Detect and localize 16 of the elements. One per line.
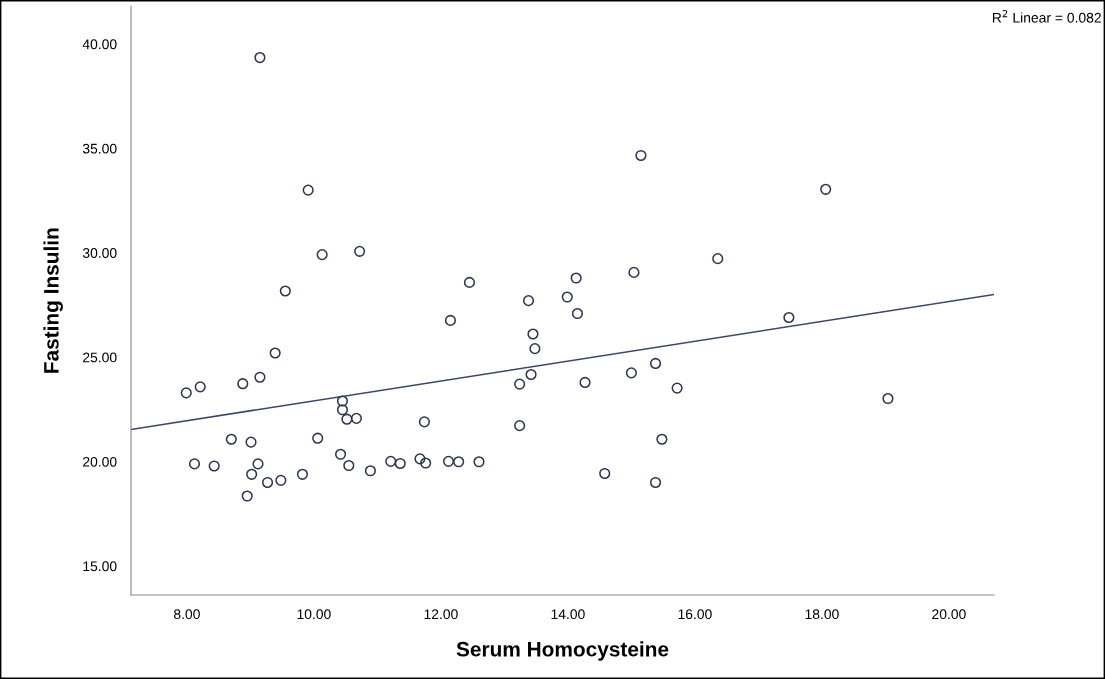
x-tick-label: 16.00: [678, 609, 712, 620]
y-tick-label: 25.00: [83, 352, 117, 363]
x-tick-label: 14.00: [551, 609, 585, 620]
x-tick-label: 20.00: [932, 609, 966, 620]
y-axis-title: Fasting Insulin: [43, 228, 63, 373]
x-axis-title: Serum Homocysteine: [456, 641, 669, 661]
y-tick-label: 35.00: [82, 143, 117, 154]
annotation: R$^{2}$ Linear = 0.082: [992, 9, 1101, 23]
y-tick-label: 30.00: [82, 248, 117, 258]
x-tick-label: 12.00: [424, 609, 458, 620]
y-tick-label: 15.00: [83, 561, 117, 572]
x-tick-label: 8.00: [173, 609, 200, 620]
y-tick-label: 20.00: [83, 456, 117, 467]
x-tick-label: 10.00: [297, 609, 331, 620]
y-tick-label: 40.00: [82, 39, 117, 50]
x-tick-label: 18.00: [805, 609, 839, 620]
